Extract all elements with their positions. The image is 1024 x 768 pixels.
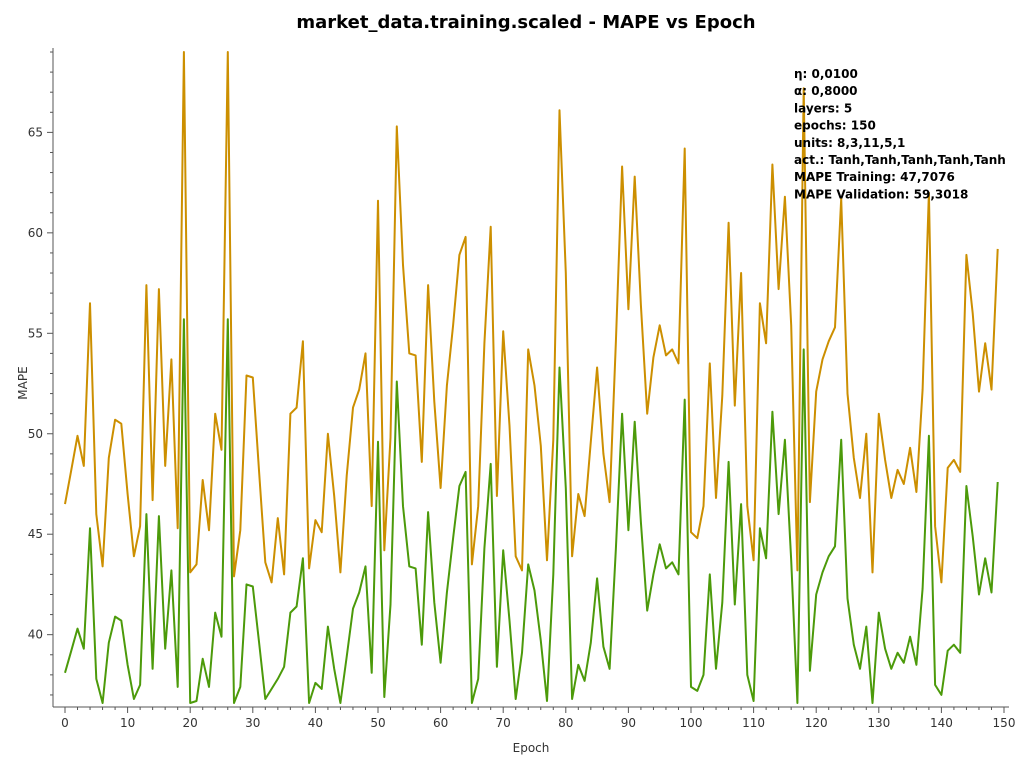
annotation-line: MAPE Validation: 59,3018: [794, 187, 968, 201]
x-tick-label: 100: [680, 716, 703, 730]
x-tick-label: 120: [805, 716, 828, 730]
annotation-line: units: 8,3,11,5,1: [794, 136, 905, 150]
y-tick-label: 55: [28, 326, 43, 340]
x-axis-label: Epoch: [513, 741, 550, 755]
x-tick-label: 60: [433, 716, 448, 730]
x-tick-label: 40: [308, 716, 323, 730]
x-tick-label: 150: [993, 716, 1016, 730]
annotation-line: MAPE Training: 47,7076: [794, 170, 955, 184]
y-tick-label: 50: [28, 427, 43, 441]
x-tick-label: 30: [245, 716, 260, 730]
series-line-2: [64, 318, 999, 704]
x-tick-label: 80: [558, 716, 573, 730]
x-tick-label: 10: [120, 716, 135, 730]
x-tick-label: 70: [496, 716, 511, 730]
y-tick-label: 45: [28, 527, 43, 541]
y-tick-label: 40: [28, 628, 43, 642]
annotation-line: act.: Tanh,Tanh,Tanh,Tanh,Tanh: [794, 153, 1006, 167]
y-axis-label: MAPE: [16, 366, 30, 399]
x-tick-label: 90: [621, 716, 636, 730]
annotation-line: α: 0,8000: [794, 84, 858, 98]
plot-frame: [52, 48, 1009, 708]
x-tick-label: 50: [370, 716, 385, 730]
x-tick-label: 110: [742, 716, 765, 730]
series-line-1: [64, 51, 999, 584]
series-layer: [64, 51, 999, 704]
x-tick-label: 20: [183, 716, 198, 730]
annotation-line: layers: 5: [794, 101, 852, 115]
chart-title: market_data.training.scaled - MAPE vs Ep…: [296, 12, 755, 33]
annotation-line: epochs: 150: [794, 119, 876, 133]
x-axis-ticks: 0 10 20 30 40 50 60 70 80 90 100 110 120 130 140 150: [61, 707, 1015, 730]
y-axis-ticks: 40 45 50 55 60 65: [28, 51, 53, 696]
annotation-line: η: 0,0100: [794, 67, 858, 81]
y-tick-label: 60: [28, 226, 43, 240]
x-tick-label: 130: [867, 716, 890, 730]
x-tick-label: 0: [61, 716, 69, 730]
hyperparameter-annotation: η: 0,0100 α: 0,8000 layers: 5 epochs: 150 un…: [794, 67, 1006, 201]
x-tick-label: 140: [930, 716, 953, 730]
y-tick-label: 65: [28, 125, 43, 139]
